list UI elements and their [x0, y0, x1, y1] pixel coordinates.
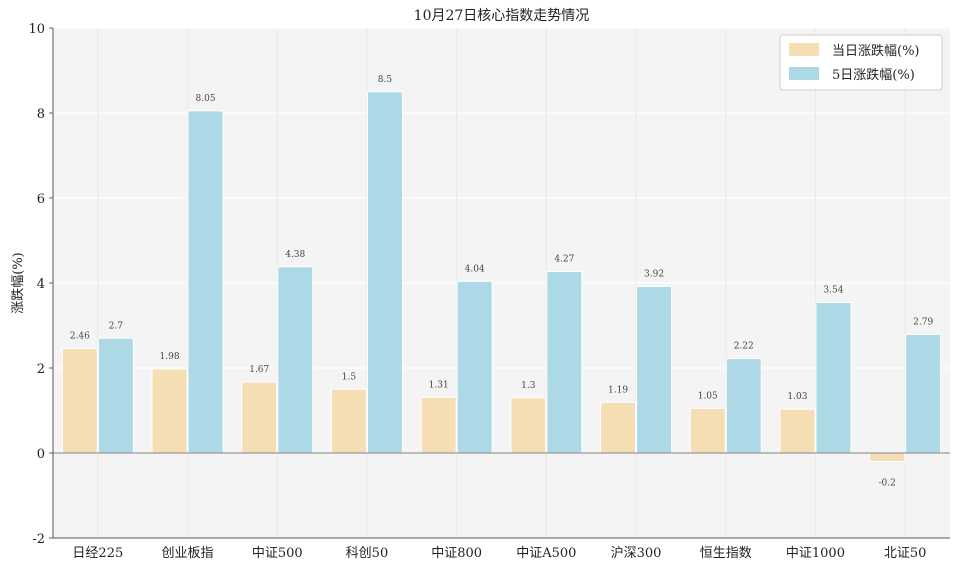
- data-label: 8.05: [196, 94, 216, 104]
- data-label: 1.03: [787, 392, 807, 402]
- bar-five-day: [546, 271, 583, 454]
- bar-five-day: [905, 333, 942, 454]
- data-label: 2.22: [734, 342, 754, 352]
- x-tick-label: 中证A500: [516, 546, 576, 561]
- y-axis-label: 涨跌幅(%): [10, 252, 26, 314]
- axes: -2 0 2 4 6 8 10 日经225 创业板指 中证500 科创50 中证800 中证A500 沪深…: [28, 22, 950, 561]
- bars: 2.46 2.7 1.98 8.05 1.67 4.38 1.5 8.5 1.31 4.04 1.3…: [61, 75, 942, 489]
- bar-daily: [600, 401, 637, 454]
- bar-daily: [61, 347, 98, 454]
- data-label: 1.05: [698, 391, 718, 401]
- y-tick-label: 8: [37, 107, 45, 122]
- bar-daily: [779, 408, 816, 454]
- data-label: 4.27: [554, 255, 574, 265]
- chart-title: 10月27日核心指数走势情况: [414, 8, 590, 24]
- data-label: -0.2: [878, 479, 895, 489]
- bar-five-day: [187, 110, 224, 454]
- data-label: 8.5: [378, 75, 393, 85]
- data-label: 4.04: [465, 264, 485, 274]
- legend-entry: 5日涨跌幅(%): [832, 67, 915, 83]
- bar-five-day: [277, 266, 314, 454]
- bar-daily: [869, 452, 906, 462]
- x-tick-label: 沪深300: [611, 545, 662, 561]
- x-tick-label: 中证1000: [786, 546, 845, 561]
- bar-five-day: [97, 337, 134, 454]
- bar-daily: [241, 381, 278, 454]
- data-label: 4.38: [285, 250, 305, 260]
- bar-five-day: [725, 358, 762, 454]
- data-label: 1.3: [521, 381, 536, 391]
- bar-daily: [420, 396, 457, 454]
- y-tick-label: 6: [37, 192, 45, 207]
- data-label: 2.79: [913, 317, 933, 327]
- y-tick-label: 0: [37, 447, 45, 462]
- x-tick-label: 北证50: [884, 546, 927, 561]
- bar-daily: [330, 388, 367, 454]
- data-label: 2.46: [70, 331, 90, 341]
- y-tick-label: 10: [28, 22, 45, 37]
- bar-five-day: [815, 302, 852, 454]
- data-label: 3.54: [823, 286, 843, 296]
- data-label: 1.5: [342, 372, 357, 382]
- data-label: 1.19: [608, 385, 628, 395]
- y-tick-label: 4: [37, 277, 45, 292]
- bar-daily: [689, 407, 726, 454]
- legend-entry: 当日涨跌幅(%): [832, 43, 920, 59]
- data-label: 1.67: [249, 365, 269, 375]
- data-label: 1.98: [160, 352, 180, 362]
- bar-daily: [510, 397, 547, 454]
- x-tick-label: 中证800: [431, 546, 482, 561]
- bar-five-day: [366, 91, 403, 454]
- legend-box: [779, 34, 943, 91]
- x-tick-label: 中证500: [252, 546, 303, 561]
- bar-daily: [151, 368, 188, 454]
- x-tick-label: 恒生指数: [700, 546, 752, 561]
- data-label: 1.31: [429, 380, 449, 390]
- bar-five-day: [456, 280, 493, 454]
- legend-swatch: [789, 67, 819, 80]
- data-label: 2.7: [109, 321, 124, 331]
- x-tick-label: 科创50: [346, 546, 389, 561]
- legend: 当日涨跌幅(%) 5日涨跌幅(%): [779, 34, 943, 91]
- y-tick-label: -2: [32, 532, 45, 547]
- y-tick-label: 2: [37, 362, 45, 377]
- data-label: 3.92: [644, 269, 664, 279]
- bar-five-day: [636, 285, 673, 454]
- legend-swatch: [789, 43, 819, 56]
- x-tick-label: 日经225: [72, 546, 123, 561]
- x-tick-label: 创业板指: [162, 546, 214, 561]
